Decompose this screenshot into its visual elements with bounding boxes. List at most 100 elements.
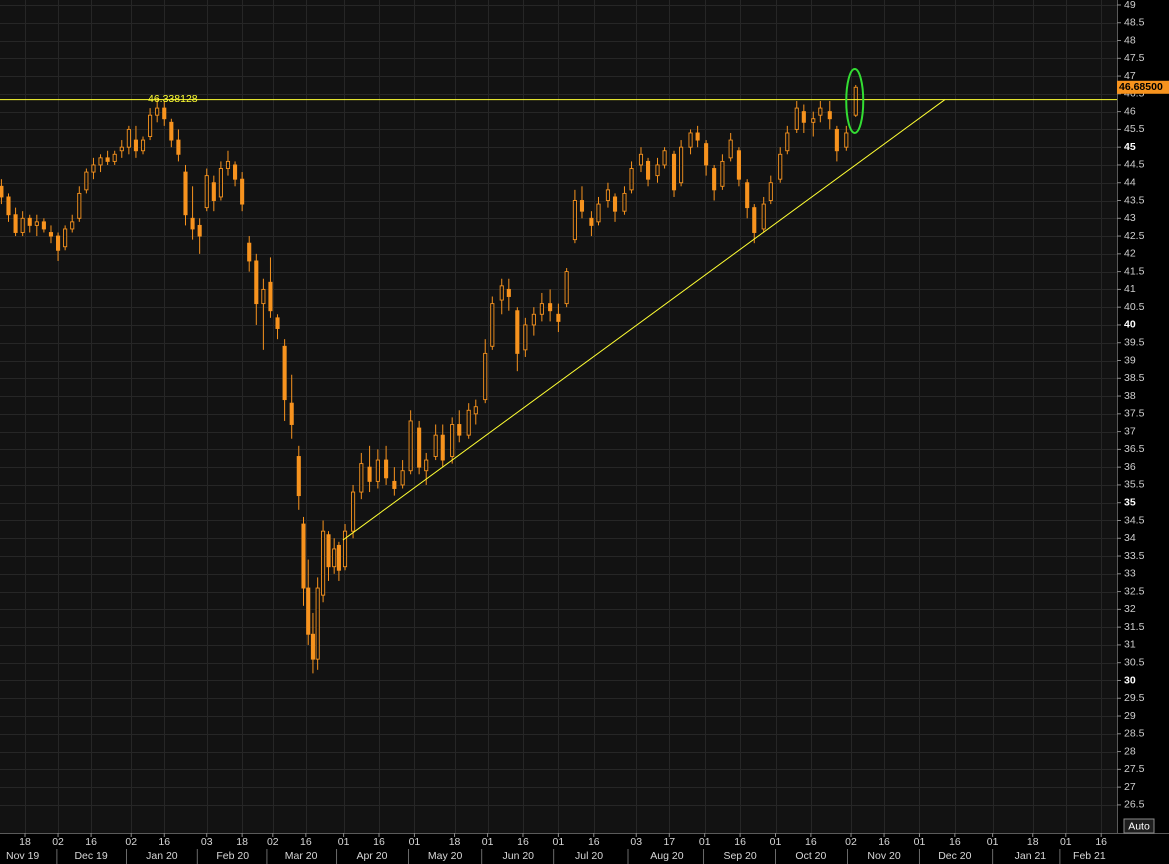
grid [0, 0, 1117, 833]
candle-body [596, 203, 601, 223]
y-tick-label: 39.5 [1124, 337, 1145, 349]
y-tick-label: 43.5 [1124, 194, 1145, 206]
y-tick-label: 48 [1124, 34, 1136, 46]
candle-body [662, 150, 667, 166]
candle-body [752, 207, 757, 233]
candle-body [794, 107, 799, 130]
candle-body [671, 153, 677, 191]
candle-body [523, 324, 528, 351]
candle-body [834, 128, 839, 152]
x-month-label: Feb 21 [1073, 850, 1106, 862]
candle-body [351, 491, 356, 532]
candle-body [622, 192, 627, 212]
x-month-label: May 20 [428, 850, 463, 862]
candle-body [211, 182, 216, 201]
candle-body [162, 107, 167, 120]
candle-body [20, 217, 25, 233]
y-tick-label: 32.5 [1124, 585, 1145, 597]
x-month-label: Nov 19 [6, 850, 39, 862]
x-tick-label: 02 [267, 836, 279, 848]
candle-body [91, 164, 96, 173]
x-tick-label: 03 [201, 836, 213, 848]
candle-body [332, 548, 337, 568]
candle-body [785, 132, 790, 152]
y-tick-label: 45 [1124, 141, 1136, 153]
y-tick-label: 28 [1124, 745, 1136, 757]
x-tick-label: 02 [845, 836, 857, 848]
candle-body [728, 139, 733, 159]
y-tick-label: 42 [1124, 248, 1136, 260]
auto-button-frame[interactable] [1123, 818, 1155, 834]
y-tick-label: 29.5 [1124, 692, 1145, 704]
candle-body [761, 203, 766, 230]
candle-body [254, 260, 259, 305]
x-tick-label: 16 [878, 836, 890, 848]
candle-body [289, 402, 294, 425]
x-month-label: Dec 20 [938, 850, 971, 862]
y-tick-label: 43 [1124, 212, 1136, 224]
x-tick-label: 16 [373, 836, 385, 848]
x-tick-label: 17 [663, 836, 675, 848]
candle-body [105, 157, 110, 162]
x-tick-label: 16 [158, 836, 170, 848]
candle-body [282, 345, 287, 401]
candle-body [827, 111, 832, 120]
candle-body [375, 459, 380, 482]
candle-body [704, 143, 709, 166]
y-tick-label: 37.5 [1124, 408, 1145, 420]
x-tick-label: 03 [630, 836, 642, 848]
candle-body [133, 139, 138, 152]
x-tick-label: 01 [482, 836, 494, 848]
candle-body [310, 633, 315, 660]
y-axis: 26.5 27 27.5 28 28.5 29 29.5 30 30.5 31 31.5 32 32.5… [1117, 0, 1169, 811]
candle-body [612, 196, 618, 212]
candle-body [112, 153, 117, 162]
candle-body [548, 303, 553, 312]
candle-body [778, 153, 783, 180]
auto-button-label[interactable]: Auto [1128, 820, 1150, 832]
candle-body [811, 118, 816, 123]
candle-body [539, 303, 544, 315]
x-tick-label: 01 [338, 836, 350, 848]
x-tick-label: 01 [914, 836, 926, 848]
x-month-label: Aug 20 [650, 850, 683, 862]
candle-body [473, 406, 478, 415]
candle-body [0, 185, 4, 198]
candle-body [306, 587, 311, 635]
y-tick-label: 42.5 [1124, 230, 1145, 242]
candle-body [155, 107, 160, 116]
auto-button[interactable]: Auto [1123, 818, 1155, 834]
candle-body [359, 463, 364, 493]
candle-body [301, 523, 306, 589]
x-tick-label: 01 [1060, 836, 1072, 848]
y-tick-label: 33 [1124, 568, 1136, 580]
candle-body [556, 313, 561, 322]
candle-body [218, 168, 223, 198]
y-tick-label: 40 [1124, 319, 1136, 331]
candle-body [629, 168, 634, 191]
x-tick-label: 18 [1027, 836, 1039, 848]
candle-body [440, 434, 445, 461]
candle-body [605, 189, 610, 201]
candle-body [70, 221, 75, 230]
candle-body [48, 232, 54, 237]
candle-body [183, 171, 188, 216]
x-tick-label: 02 [52, 836, 64, 848]
x-tick-label: 16 [1095, 836, 1107, 848]
x-month-label: Oct 20 [795, 850, 826, 862]
candle-body [119, 146, 124, 152]
x-axis: 18 02 16 02 16 03 18 02 16 01 16 01 18 01 16 01 16 03 17 01… [6, 833, 1107, 864]
y-tick-label: 31 [1124, 639, 1136, 651]
candle-body [818, 107, 823, 116]
reference-line-label: 46.338128 [148, 93, 198, 105]
y-tick-label: 46 [1124, 105, 1136, 117]
candle-body [506, 288, 511, 297]
y-tick-label: 38.5 [1124, 372, 1145, 384]
candle-body [801, 111, 806, 123]
y-tick-label: 31.5 [1124, 621, 1145, 633]
y-tick-label: 49 [1124, 0, 1136, 11]
y-tick-label: 36 [1124, 461, 1136, 473]
y-tick-label: 27.5 [1124, 763, 1145, 775]
candle-body [736, 150, 741, 180]
